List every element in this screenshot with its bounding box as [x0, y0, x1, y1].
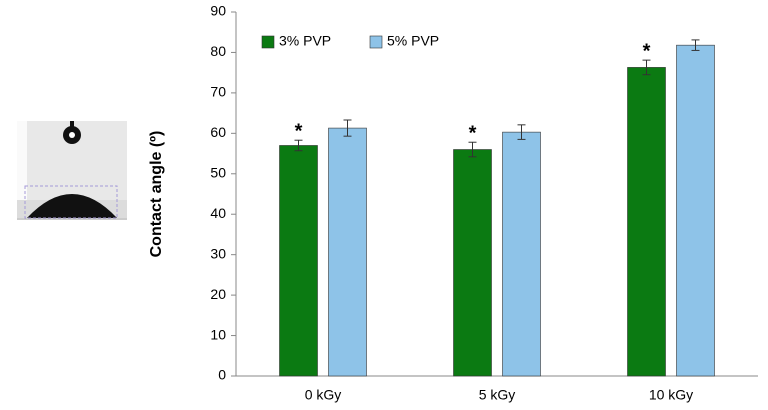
y-tick-label: 50 — [210, 164, 226, 180]
error-bar — [343, 119, 352, 137]
legend-label: 3% PVP — [279, 33, 331, 49]
x-tick-label: 5 kGy — [479, 387, 516, 403]
legend-label: 5% PVP — [387, 33, 439, 49]
error-bar — [294, 139, 303, 152]
y-tick-label: 30 — [210, 245, 226, 261]
y-tick-label: 70 — [210, 84, 226, 100]
droplet-inset — [17, 121, 127, 220]
error-bar — [642, 59, 651, 76]
legend-swatch — [369, 35, 383, 49]
bar — [676, 44, 715, 377]
bar — [328, 127, 367, 377]
significance-mark: * — [469, 123, 477, 145]
error-bar — [468, 141, 477, 158]
legend-swatch — [261, 35, 275, 49]
y-tick-label: 80 — [210, 43, 226, 59]
bar — [627, 67, 666, 377]
y-tick-label: 40 — [210, 205, 226, 221]
error-bar — [517, 124, 526, 140]
significance-mark: * — [295, 120, 303, 142]
bar — [502, 131, 541, 377]
x-tick-label: 10 kGy — [649, 387, 693, 403]
y-tick-label: 60 — [210, 124, 226, 140]
y-tick-label: 90 — [210, 3, 226, 19]
x-tick-label: 0 kGy — [305, 387, 342, 403]
y-axis-label: Contact angle (º) — [148, 131, 165, 258]
y-tick-label: 0 — [218, 367, 226, 383]
y-tick-label: 20 — [210, 286, 226, 302]
bar — [279, 145, 318, 377]
error-bar — [691, 39, 700, 51]
significance-mark: * — [643, 40, 651, 62]
bar — [453, 149, 492, 377]
y-tick-label: 10 — [210, 326, 226, 342]
